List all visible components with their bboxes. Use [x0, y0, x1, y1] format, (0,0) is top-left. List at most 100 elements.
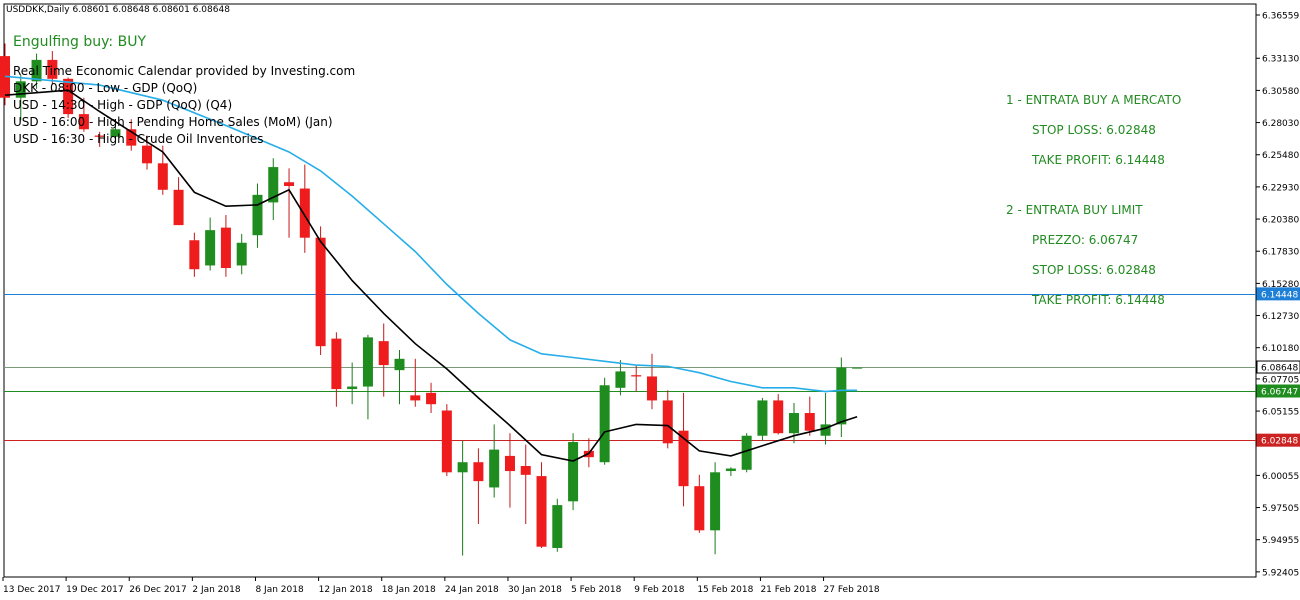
bear-candle-body	[331, 338, 342, 390]
bear-candle-body	[773, 400, 784, 434]
x-tick-label: 5 Feb 2018	[571, 585, 622, 595]
bull-candle-body	[836, 367, 847, 425]
y-tick-label: 6.33130	[1262, 55, 1299, 65]
bull-candle-body	[268, 167, 279, 203]
bull-candle-body	[552, 505, 563, 548]
entry2-title: 2 - ENTRATA BUY LIMIT	[1006, 203, 1143, 217]
y-tick-label: 5.92405	[1262, 568, 1299, 578]
x-tick-label: 2 Jan 2018	[192, 585, 240, 595]
x-tick-label: 30 Jan 2018	[508, 585, 562, 595]
bear-candle-body	[662, 400, 673, 444]
bull-candle-body	[568, 442, 579, 502]
bull-candle-body	[394, 358, 405, 371]
bear-candle-body	[631, 375, 642, 377]
y-tick-label: 6.25480	[1262, 151, 1299, 161]
bear-candle-body	[410, 395, 421, 401]
entry1-title: 1 - ENTRATA BUY A MERCATO	[1006, 93, 1182, 107]
candles	[0, 43, 863, 556]
bull-candle-body	[205, 230, 216, 266]
calendar-title: Real Time Economic Calendar provided by …	[13, 64, 356, 78]
price-label-text: 6.02848	[1261, 437, 1298, 447]
x-tick-label: 27 Feb 2018	[824, 585, 880, 595]
calendar-event: USD - 16:00 - High - Pending Home Sales …	[13, 115, 333, 129]
bear-candle-body	[536, 476, 547, 547]
bull-candle-body	[710, 472, 721, 531]
calendar-event: USD - 16:30 - High - Crude Oil Inventori…	[13, 132, 264, 146]
x-tick-label: 9 Feb 2018	[634, 585, 685, 595]
y-tick-label: 5.97505	[1262, 504, 1299, 514]
bear-candle-body	[678, 430, 689, 487]
bull-candle-body	[347, 386, 358, 390]
x-tick-label: 26 Dec 2017	[129, 585, 187, 595]
y-tick-label: 6.30580	[1262, 87, 1299, 97]
bear-candle-body	[63, 78, 74, 115]
entry2-stop-loss: STOP LOSS: 6.02848	[1032, 263, 1156, 277]
bull-candle-body	[31, 59, 42, 82]
entry2-take-profit: TAKE PROFIT: 6.14448	[1032, 293, 1165, 307]
plot-area	[3, 3, 1257, 578]
bear-candle-body	[157, 163, 168, 190]
x-tick-label: 12 Jan 2018	[319, 585, 373, 595]
bear-candle-body	[426, 392, 437, 405]
price-label-text: 6.08648	[1261, 364, 1298, 374]
bull-candle-body	[457, 462, 468, 473]
bear-candle-body	[299, 188, 310, 238]
trade-setup-panel: 1 - ENTRATA BUY A MERCATO STOP LOSS: 6.0…	[1006, 93, 1181, 323]
y-tick-label: 6.15280	[1262, 280, 1299, 290]
bull-candle-body	[15, 81, 26, 98]
y-tick-label: 5.94955	[1262, 536, 1299, 546]
horizontal-levels	[4, 294, 1256, 441]
bear-candle-body	[78, 114, 89, 130]
price-label-text: 6.14448	[1261, 290, 1298, 300]
bull-candle-body	[362, 337, 373, 387]
bear-candle-body	[520, 465, 531, 475]
y-tick-label: 6.12730	[1262, 312, 1299, 322]
y-tick-label: 6.36559	[1262, 12, 1299, 22]
bull-candle-body	[615, 371, 626, 388]
entry1-take-profit: TAKE PROFIT: 6.14448	[1032, 153, 1165, 167]
bear-candle-body	[47, 59, 58, 79]
entry1-stop-loss: STOP LOSS: 6.02848	[1032, 123, 1156, 137]
ohlc-values: 6.08601 6.08648 6.08601 6.08648	[72, 5, 230, 15]
bull-candle-body	[236, 242, 247, 266]
bull-candle-body	[252, 194, 263, 236]
bear-candle-body	[284, 182, 295, 187]
signal-label: Engulfing buy: BUY	[13, 34, 146, 50]
x-tick-label: 24 Jan 2018	[445, 585, 499, 595]
y-tick-label: 6.17830	[1262, 248, 1299, 258]
bull-candle-body	[489, 449, 500, 488]
y-tick-label: 6.28030	[1262, 119, 1299, 129]
bear-candle-body	[126, 129, 137, 146]
bear-candle-body	[694, 486, 705, 531]
entry2-price: PREZZO: 6.06747	[1032, 233, 1139, 247]
bear-candle-body	[189, 240, 200, 270]
symbol-info: USDDKK,Daily 6.08601 6.08648 6.08601 6.0…	[6, 5, 230, 15]
bear-candle-body	[646, 376, 657, 401]
bear-candle-body	[441, 410, 452, 473]
x-tick-label: 13 Dec 2017	[3, 585, 61, 595]
fast-moving-average-line	[4, 89, 858, 462]
slow-moving-average-line	[4, 75, 858, 393]
price-label-box	[1256, 360, 1300, 374]
calendar-event: DKK - 08:00 - Low - GDP (QoQ)	[13, 81, 198, 95]
bull-candle-body	[725, 468, 736, 472]
bull-candle-body	[789, 413, 799, 434]
bear-candle-body	[220, 227, 231, 268]
bear-candle-body	[804, 413, 815, 431]
y-tick-label: 6.07705	[1262, 375, 1299, 385]
bull-candle-body	[820, 424, 831, 436]
bull-candle-body	[757, 400, 768, 436]
bear-candle-body	[173, 189, 184, 226]
y-tick-label: 6.10180	[1262, 344, 1299, 354]
bear-candle-body	[94, 135, 105, 137]
price-label-box	[1256, 384, 1300, 398]
price-label-box	[1256, 287, 1300, 301]
y-tick-label: 6.05155	[1262, 408, 1299, 418]
bull-candle-body	[852, 367, 863, 369]
spacer	[1006, 183, 1181, 203]
x-tick-label: 19 Dec 2017	[66, 585, 124, 595]
bear-candle-body	[142, 145, 153, 164]
x-tick-label: 18 Jan 2018	[382, 585, 436, 595]
bear-candle-body	[504, 455, 515, 472]
